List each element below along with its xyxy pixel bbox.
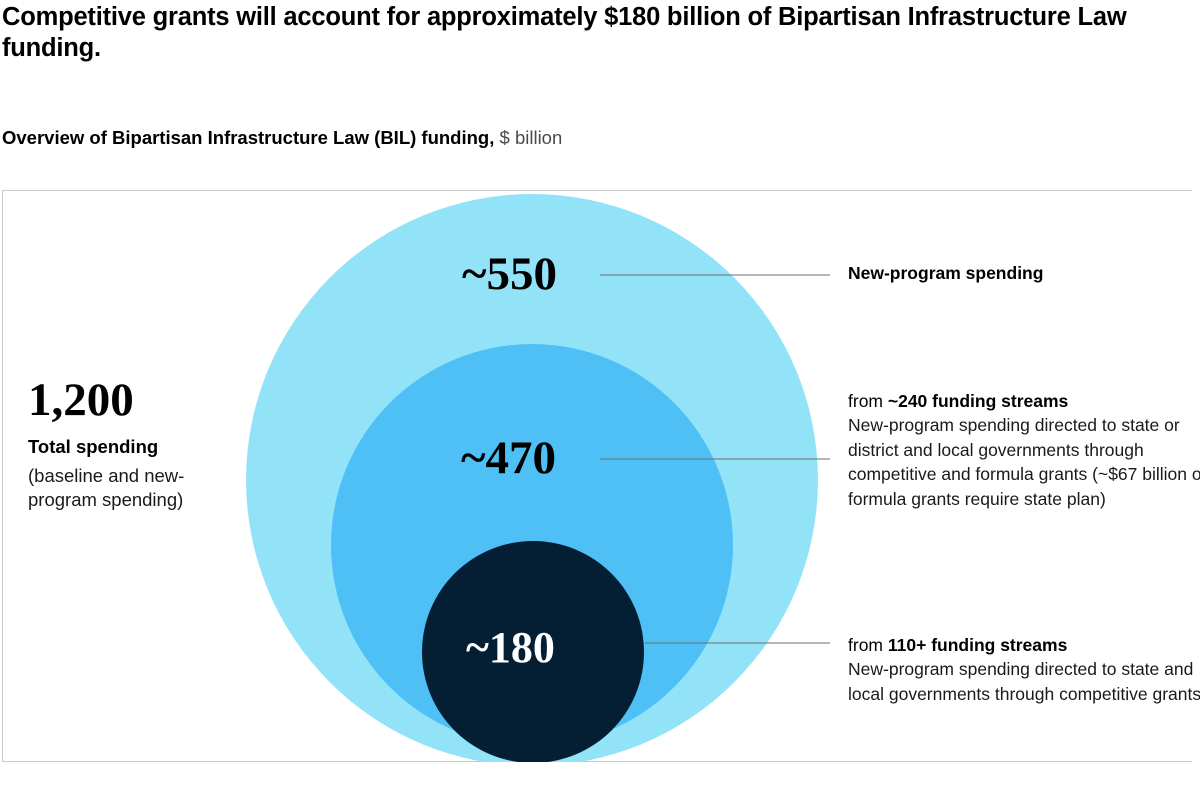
annotation-inner-heading-strong: 110+ funding streams xyxy=(887,635,1068,655)
annotation-middle-heading: from ~240 funding streams xyxy=(848,389,1200,413)
annotation-middle-heading-strong: ~240 funding streams xyxy=(887,391,1069,411)
circle-value-outer: ~550 xyxy=(462,248,557,300)
chart-frame xyxy=(2,190,1192,762)
annotation-outer-heading: New-program spending xyxy=(848,263,1044,283)
circle-value-inner: ~180 xyxy=(466,623,555,672)
subtitle-main: Overview of Bipartisan Infrastructure La… xyxy=(2,127,495,148)
annotation-middle-body: New-program spending directed to state o… xyxy=(848,415,1200,509)
total-spending-block: 1,200 Total spending (baseline and new-p… xyxy=(28,375,238,512)
annotation-inner-body: New-program spending directed to state a… xyxy=(848,659,1200,704)
chart-subtitle: Overview of Bipartisan Infrastructure La… xyxy=(2,126,1002,150)
annotation-middle: from ~240 funding streams New-program sp… xyxy=(848,389,1200,511)
subtitle-unit: $ billion xyxy=(499,127,563,148)
annotation-inner-heading-prefix: from xyxy=(848,635,888,655)
annotation-outer: New-program spending xyxy=(848,261,1200,285)
annotation-middle-heading-prefix: from xyxy=(848,391,888,411)
nested-circles-diagram xyxy=(246,194,830,762)
circle-competitive-grants[interactable] xyxy=(422,541,644,762)
page-title: Competitive grants will account for appr… xyxy=(2,3,1127,62)
circle-value-middle: ~470 xyxy=(461,432,556,484)
total-spending-note: (baseline and new-program spending) xyxy=(28,465,185,510)
total-spending-label: Total spending xyxy=(28,436,159,457)
annotation-inner: from 110+ funding streams New-program sp… xyxy=(848,633,1200,706)
annotation-inner-heading: from 110+ funding streams xyxy=(848,633,1200,657)
total-spending-value: 1,200 xyxy=(28,374,134,426)
